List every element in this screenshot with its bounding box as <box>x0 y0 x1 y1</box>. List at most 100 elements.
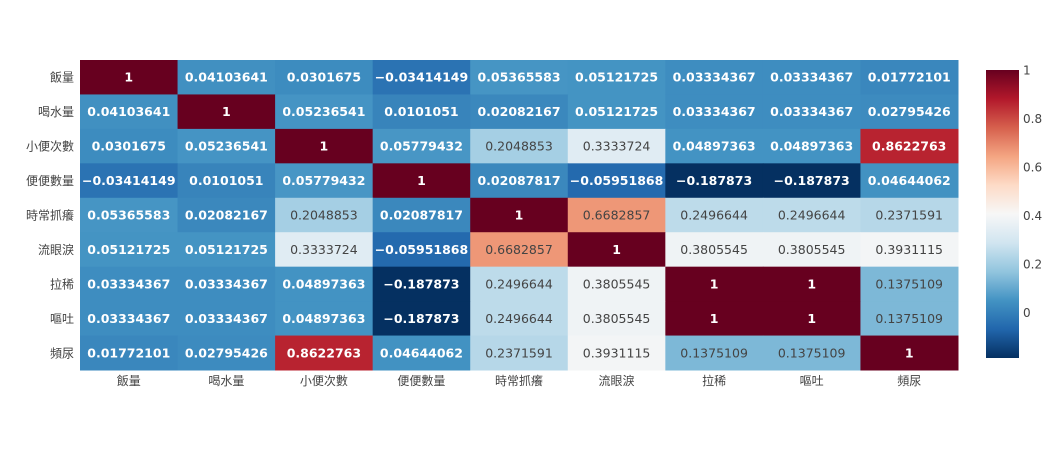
heatmap-cell <box>860 232 959 268</box>
cell-value-label: 0.05121725 <box>575 104 658 119</box>
cell-value-label: 0.04897363 <box>282 276 365 291</box>
cell-value-label: 1 <box>320 139 329 154</box>
cell-value-label: −0.187873 <box>383 311 459 326</box>
heatmap-cell <box>275 60 374 95</box>
cell-value-label: 1 <box>710 276 719 291</box>
colorbar-tick-label: 0.6 <box>1023 160 1042 174</box>
cell-value-label: 0.05121725 <box>87 242 170 257</box>
cell-value-label: 0.04644062 <box>868 173 951 188</box>
cell-value-label: −0.05951868 <box>570 173 664 188</box>
heatmap-cell <box>567 301 666 337</box>
x-tick-label: 小便次數 <box>300 374 348 388</box>
cell-value-label: 0.02087817 <box>477 173 560 188</box>
y-tick-label: 便便數量 <box>26 174 74 188</box>
heatmap-cell <box>470 128 569 164</box>
y-tick-label: 飯量 <box>50 70 74 85</box>
heatmap-cell <box>762 232 861 268</box>
cell-value-label: 0.1375109 <box>875 276 943 291</box>
colorbar-gradient <box>986 70 1019 358</box>
heatmap-cell <box>762 301 861 337</box>
cell-value-label: 0.03334367 <box>185 311 268 326</box>
y-tick-label: 拉稀 <box>50 276 74 291</box>
heatmap-cell <box>665 128 764 164</box>
cell-value-label: 0.02082167 <box>185 208 268 223</box>
heatmap-cell <box>177 232 276 268</box>
cell-value-label: 0.01772101 <box>868 70 951 85</box>
heatmap-cell <box>860 163 959 199</box>
heatmap-cell <box>470 60 569 95</box>
heatmap-cell <box>372 128 471 164</box>
heatmap-cell <box>275 301 374 337</box>
colorbar-tick-label: 0 <box>1023 306 1031 320</box>
cell-value-label: 0.04103641 <box>87 104 170 119</box>
heatmap-cell <box>470 197 569 233</box>
cell-value-label: 0.1375109 <box>875 311 943 326</box>
x-tick-label: 頻尿 <box>897 374 921 388</box>
colorbar-tick-label: 1 <box>1023 64 1031 78</box>
cell-value-label: 0.3931115 <box>875 242 943 257</box>
cell-value-label: 0.04897363 <box>282 311 365 326</box>
heatmap-cell <box>470 266 569 302</box>
colorbar-tick-label: 0.2 <box>1023 257 1042 271</box>
cell-value-label: 0.2496644 <box>485 276 553 291</box>
heatmap-cell <box>762 94 861 130</box>
colorbar-tick-label: 0.8 <box>1023 112 1042 126</box>
cell-value-label: −0.05951868 <box>375 242 469 257</box>
heatmap-cell <box>372 60 471 95</box>
cell-value-label: 0.03334367 <box>770 70 853 85</box>
cell-value-label: 0.6682857 <box>485 242 553 257</box>
heatmap-cell <box>80 232 179 268</box>
heatmap-cell <box>665 335 764 371</box>
cell-value-label: 0.0101051 <box>189 173 263 188</box>
heatmap-cell <box>80 60 179 95</box>
heatmap-cell <box>372 163 471 199</box>
heatmap-cell <box>762 266 861 302</box>
heatmap-cell <box>860 128 959 164</box>
heatmap-cell <box>80 128 179 164</box>
cell-value-label: 0.02795426 <box>185 345 268 360</box>
heatmap-cell <box>567 94 666 130</box>
heatmap-cell <box>177 94 276 130</box>
colorbar: 0 0.2 0.4 0.6 0.8 1 <box>986 64 1042 358</box>
heatmap-cell <box>275 232 374 268</box>
cell-value-label: 0.02082167 <box>477 104 560 119</box>
heatmap-cell <box>275 197 374 233</box>
heatmap-cell <box>470 335 569 371</box>
heatmap-cell <box>177 266 276 302</box>
cell-value-label: 0.02795426 <box>868 104 951 119</box>
heatmap-cell <box>177 197 276 233</box>
cell-value-label: 0.05365583 <box>477 70 560 85</box>
heatmap-cell <box>665 163 764 199</box>
heatmap-cell <box>860 301 959 337</box>
heatmap-cell <box>177 335 276 371</box>
cell-value-label: 0.05121725 <box>185 242 268 257</box>
heatmap-cell <box>762 163 861 199</box>
heatmap-cell <box>665 266 764 302</box>
heatmap-cell <box>177 163 276 199</box>
cell-value-label: 1 <box>515 208 524 223</box>
cell-value-label: 0.03334367 <box>185 276 268 291</box>
heatmap-cell <box>177 128 276 164</box>
heatmap-cell <box>762 128 861 164</box>
cell-value-label: 0.3333724 <box>290 242 358 257</box>
y-tick-label: 時常抓癢 <box>26 208 74 223</box>
cell-value-label: 1 <box>222 104 231 119</box>
cell-value-label: 0.04644062 <box>380 345 463 360</box>
heatmap-cell <box>762 197 861 233</box>
heatmap-cell <box>665 94 764 130</box>
heatmap-cell <box>275 94 374 130</box>
heatmap-cell <box>80 301 179 337</box>
y-tick-label: 流眼淚 <box>38 242 74 257</box>
cell-value-label: 1 <box>807 276 816 291</box>
cell-value-label: 0.05236541 <box>282 104 365 119</box>
heatmap-cell <box>567 197 666 233</box>
heatmap-cell <box>567 266 666 302</box>
heatmap-cell <box>665 232 764 268</box>
heatmap-cell <box>567 163 666 199</box>
heatmap-cell <box>470 163 569 199</box>
y-tick-label: 小便次數 <box>26 140 74 154</box>
heatmap-cell <box>470 301 569 337</box>
cell-value-label: 1 <box>417 173 426 188</box>
heatmap-cell <box>80 94 179 130</box>
